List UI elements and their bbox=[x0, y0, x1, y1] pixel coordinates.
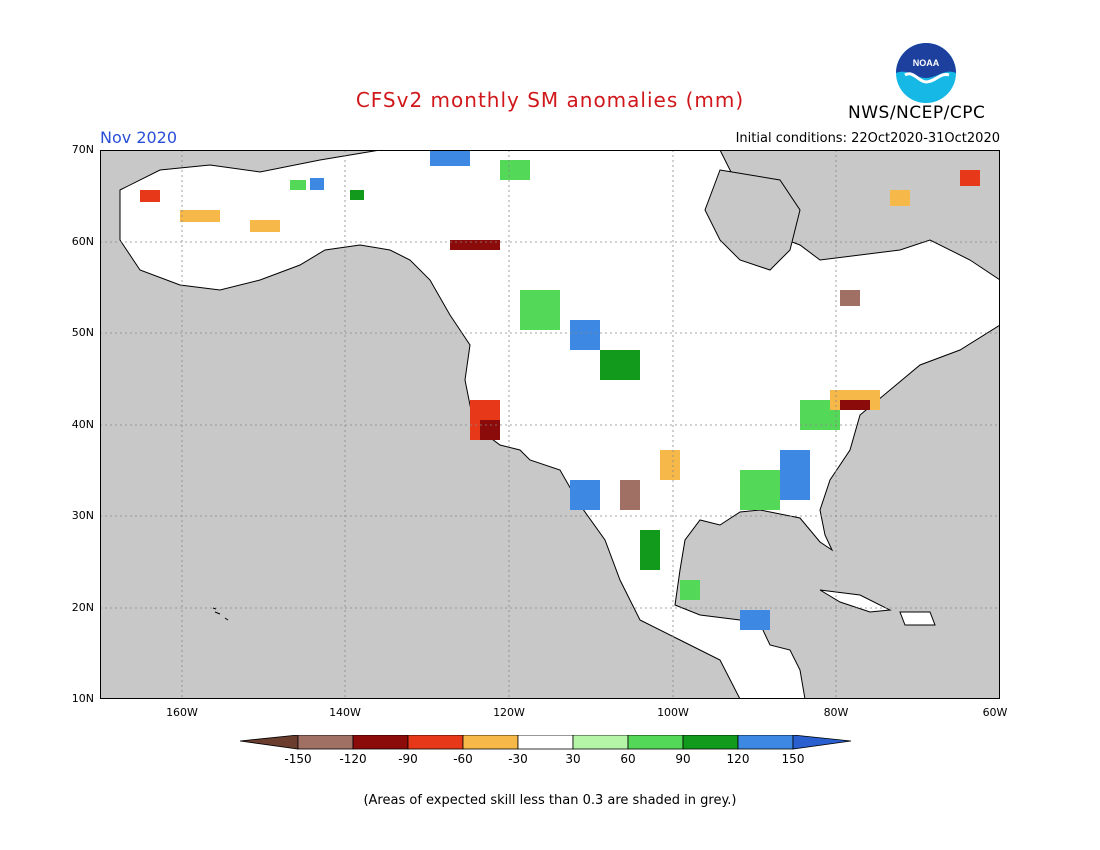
cuba bbox=[819, 589, 892, 613]
map-gridlines bbox=[100, 150, 1000, 699]
initial-conditions: Initial conditions: 22Oct2020-31Oct2020 bbox=[735, 131, 1000, 146]
lat-label-70n: 70N bbox=[71, 143, 94, 156]
colorbar-arrow-high bbox=[792, 735, 852, 750]
colorbar-tick-label: 150 bbox=[781, 752, 805, 766]
colorbar-tick-label: 120 bbox=[726, 752, 750, 766]
colorbar-segment bbox=[572, 735, 629, 750]
anomaly-map bbox=[100, 150, 1000, 699]
noaa-logo: NOAA bbox=[896, 43, 956, 103]
colorbar-tick-label: -30 bbox=[508, 752, 528, 766]
lon-label-60w: 60W bbox=[982, 706, 1008, 719]
lat-label-10n: 10N bbox=[71, 692, 94, 705]
map-frame bbox=[100, 150, 1000, 699]
skill-footnote: (Areas of expected skill less than 0.3 a… bbox=[363, 793, 737, 808]
colorbar-segment bbox=[737, 735, 794, 750]
colorbar-tick-label: 30 bbox=[565, 752, 581, 766]
colorbar-tick-label: 90 bbox=[675, 752, 691, 766]
lon-label-120w: 120W bbox=[493, 706, 525, 719]
colorbar-segment bbox=[682, 735, 739, 750]
colorbar-tick-label: -60 bbox=[453, 752, 473, 766]
lon-label-140w: 140W bbox=[329, 706, 361, 719]
colorbar-segment bbox=[297, 735, 354, 750]
colorbar-segment bbox=[352, 735, 409, 750]
colorbar bbox=[240, 735, 852, 750]
colorbar-segment bbox=[627, 735, 684, 750]
colorbar-tick-label: -150 bbox=[284, 752, 312, 766]
hispaniola bbox=[899, 611, 936, 626]
lat-label-30n: 30N bbox=[71, 509, 94, 522]
forecast-month: Nov 2020 bbox=[100, 128, 178, 147]
colorbar-tick-label: -120 bbox=[339, 752, 367, 766]
colorbar-segment bbox=[517, 735, 574, 750]
lon-label-80w: 80W bbox=[823, 706, 849, 719]
hawaii bbox=[212, 607, 229, 621]
colorbar-tick-label: 60 bbox=[620, 752, 636, 766]
agency-label: NWS/NCEP/CPC bbox=[848, 103, 986, 123]
lon-label-160w: 160W bbox=[166, 706, 198, 719]
colorbar-arrow-low bbox=[240, 735, 299, 750]
anomaly-cells bbox=[140, 150, 980, 630]
colorbar-tick-label: -90 bbox=[398, 752, 418, 766]
lat-label-20n: 20N bbox=[71, 601, 94, 614]
colorbar-segment bbox=[462, 735, 519, 750]
lat-label-40n: 40N bbox=[71, 418, 94, 431]
logo-text: NOAA bbox=[913, 58, 940, 68]
lat-label-60n: 60N bbox=[71, 235, 94, 248]
hudson-bay bbox=[704, 169, 801, 271]
north-america-landmass bbox=[119, 150, 1000, 699]
chart-title: CFSv2 monthly SM anomalies (mm) bbox=[355, 88, 745, 112]
lon-label-100w: 100W bbox=[657, 706, 689, 719]
lat-label-50n: 50N bbox=[71, 326, 94, 339]
colorbar-segment bbox=[407, 735, 464, 750]
